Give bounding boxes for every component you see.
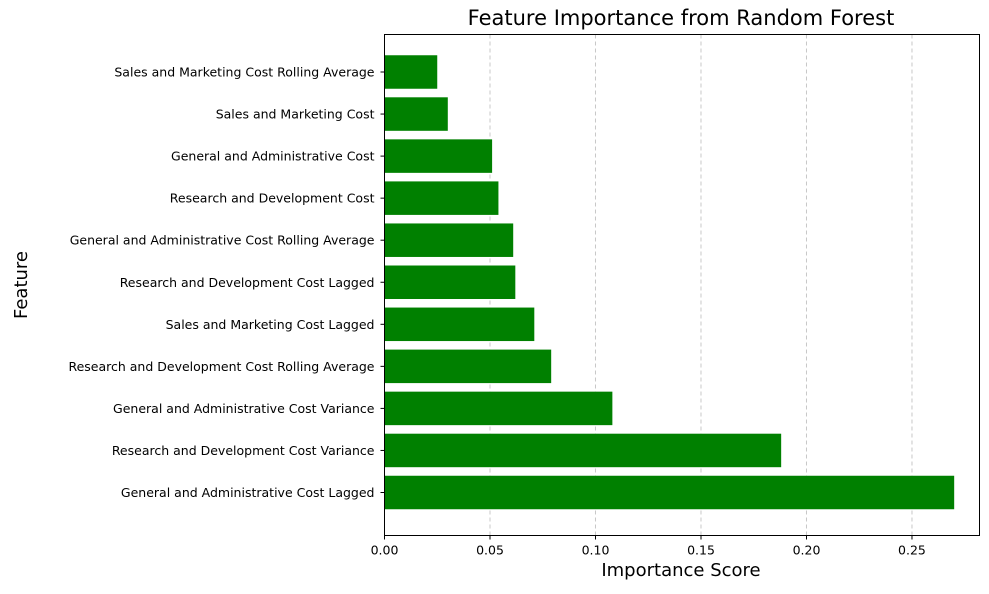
y-tick-label: General and Administrative Cost Variance	[113, 401, 375, 416]
chart-title: Feature Importance from Random Forest	[468, 6, 895, 30]
y-axis-title: Feature	[11, 251, 32, 319]
y-tick-label: Sales and Marketing Cost Rolling Average	[114, 65, 374, 80]
bar	[384, 475, 955, 510]
x-tick-label: 0.05	[476, 543, 504, 558]
y-tick-label: Research and Development Cost	[170, 191, 375, 206]
bar	[384, 97, 448, 131]
x-tick-label: 0.25	[898, 543, 926, 558]
plot-frame	[384, 34, 980, 536]
y-tick-label: Sales and Marketing Cost Lagged	[166, 317, 375, 332]
bar	[384, 391, 613, 426]
y-tick-label: Research and Development Cost Lagged	[120, 275, 375, 290]
bar	[384, 55, 438, 89]
x-axis-title: Importance Score	[601, 560, 760, 581]
x-tick-label: 0.10	[582, 543, 610, 558]
bar	[384, 433, 782, 468]
bar	[384, 307, 535, 342]
x-tick-label: 0.00	[371, 543, 399, 558]
y-tick-label: Sales and Marketing Cost	[216, 107, 375, 122]
bar	[384, 139, 493, 173]
x-tick-label: 0.15	[687, 543, 715, 558]
x-axis-ticks: 0.00 0.05 0.10 0.15 0.20 0.25	[371, 535, 926, 558]
bar	[384, 181, 499, 215]
y-tick-label: General and Administrative Cost Rolling …	[70, 233, 375, 248]
y-tick-label: General and Administrative Cost Lagged	[121, 485, 375, 500]
bar	[384, 223, 514, 257]
bar	[384, 349, 552, 384]
x-tick-label: 0.20	[793, 543, 821, 558]
y-tick-label: Research and Development Cost Variance	[112, 443, 375, 458]
bar	[384, 265, 516, 299]
bars	[384, 55, 955, 510]
y-tick-label: General and Administrative Cost	[171, 149, 375, 164]
y-axis-ticks: General and Administrative Cost Lagged Re…	[68, 65, 385, 500]
y-tick-label: Research and Development Cost Rolling Av…	[68, 359, 374, 374]
